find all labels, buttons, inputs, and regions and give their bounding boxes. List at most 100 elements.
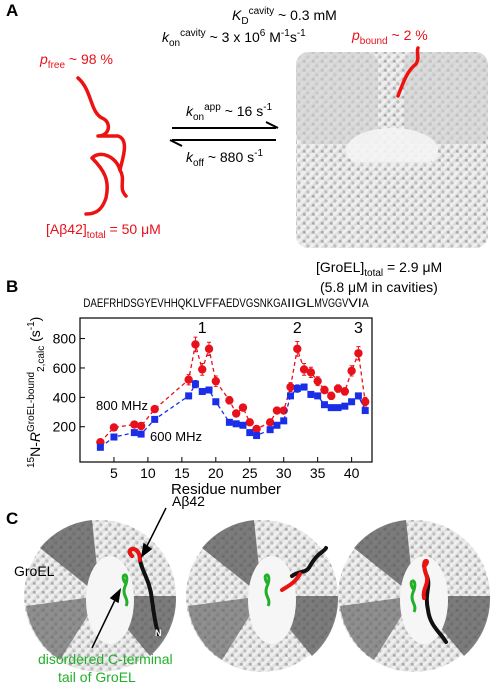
text-part: k [162, 29, 170, 45]
data-point [333, 384, 343, 393]
data-point [130, 420, 139, 429]
sequence-segment: IIGL [287, 296, 315, 310]
groel-structure [296, 46, 488, 248]
rate-arrows-part [265, 121, 279, 129]
data-point [273, 421, 281, 429]
text-part: ~ 0.3 mM [274, 7, 337, 23]
data-point [232, 420, 240, 428]
panel-label: C [6, 509, 18, 528]
text-part: [GroEL] [316, 259, 364, 275]
data-point [347, 366, 356, 376]
data-point [340, 387, 350, 396]
text-part: ~ 3 x 10 [206, 29, 260, 45]
x-tick-label: 5 [110, 465, 118, 481]
text-part: 6 [260, 28, 266, 39]
text-part: ~ 16 s [221, 103, 263, 119]
data-point [204, 344, 214, 354]
peptide-drawing [76, 76, 128, 216]
data-point [320, 401, 328, 409]
text-part: ~ 2 % [388, 27, 428, 43]
y-tick-label: 600 [53, 360, 77, 376]
text-part: -1 [254, 148, 263, 159]
data-point [293, 344, 302, 354]
koff-text: koff ~ 880 s-1 [186, 148, 263, 169]
data-point [231, 409, 241, 418]
peptide-in-cavity-part [127, 547, 142, 562]
groel-views-part [354, 520, 414, 596]
groel-views-part [202, 520, 262, 596]
text-part: N- [27, 442, 43, 457]
data-point [280, 417, 288, 425]
x-tick-label: 30 [276, 465, 292, 481]
data-point [151, 415, 159, 423]
groel-views-part [340, 596, 414, 660]
groel-structure-part [346, 128, 438, 172]
groel-views-part [188, 596, 262, 660]
y-tick-label: 800 [53, 331, 77, 347]
peptide-in-cavity-part [280, 572, 302, 592]
x-tick-label: 20 [208, 465, 224, 481]
data-point [361, 407, 369, 415]
abeta-total-text: [Aβ42]total = 50 μM [46, 221, 161, 241]
data-point [286, 382, 295, 392]
data-point [198, 365, 207, 374]
kd-text: KDcavity ~ 0.3 mM [232, 6, 337, 27]
data-point [246, 429, 254, 437]
x-tick-label: 40 [344, 465, 360, 481]
data-point [300, 383, 308, 391]
data-point [306, 368, 316, 377]
data-point [184, 375, 193, 384]
text-part: -1 [281, 28, 290, 39]
text-part: -1 [26, 321, 37, 330]
text-part: cavity [249, 6, 275, 17]
data-point [354, 349, 363, 358]
text-part: -1 [297, 28, 306, 39]
data-point [313, 376, 322, 386]
groel-total-text: [GroEL]total = 2.9 μM [316, 259, 442, 279]
groel-tail-part [409, 579, 417, 613]
x-tick-label: 25 [242, 465, 258, 481]
text-part: = 50 μM [106, 221, 161, 237]
chart: B DAEFRHDSGYEVHHQ KLVFFA EDVGSNKGA IIGL MVGGV… [6, 277, 373, 498]
data-point [211, 376, 221, 386]
text-part: on [193, 112, 204, 123]
legend-label: 800 MHz [96, 398, 148, 413]
kon-cavity-text: koncavity ~ 3 x 106 M-1s-1 [162, 28, 306, 49]
kon-app-text: konapp ~ 16 s-1 [186, 102, 273, 123]
groel-tail [121, 573, 417, 613]
data-point [110, 433, 118, 441]
rate-arrows-part [169, 139, 183, 147]
text-part: R [27, 432, 43, 442]
data-point [348, 398, 356, 406]
data-point [272, 406, 282, 415]
sequence-segment: EDVGSNKGA [226, 296, 287, 310]
data-point [130, 429, 138, 437]
peak-label: 3 [354, 320, 363, 337]
data-point [96, 443, 104, 451]
groel-views-part [248, 556, 296, 644]
groel-views [24, 520, 491, 672]
data-point [293, 385, 301, 393]
text-part: ~ 98 % [65, 51, 113, 67]
callout-arrows [91, 507, 167, 649]
data-point [266, 426, 274, 434]
sequence-segment: DAEFRHDSGYEVHHQ [83, 296, 185, 310]
data-point [287, 392, 295, 400]
tail-label: tail of GroEL [58, 669, 136, 685]
text-part: ~ 880 s [204, 149, 254, 165]
sequence-segment: A [362, 296, 369, 310]
text-part: GroEL-bound [26, 372, 37, 432]
peak-label: 2 [293, 320, 302, 337]
text-part: M [265, 29, 281, 45]
callout-arrows-part [109, 588, 122, 604]
sequence-segment: VI [348, 296, 362, 310]
data-point [320, 385, 329, 395]
x-tick-label: 35 [310, 465, 326, 481]
x-tick-label: 15 [174, 465, 190, 481]
peak-label: 1 [198, 320, 207, 337]
panel-label: B [6, 277, 18, 296]
abeta-label: Aβ42 [172, 493, 205, 509]
p-bound-text: pbound ~ 2 % [351, 27, 428, 47]
y-axis-title: 15N-RGroEL-bound2,calc (s-1) [26, 317, 47, 468]
